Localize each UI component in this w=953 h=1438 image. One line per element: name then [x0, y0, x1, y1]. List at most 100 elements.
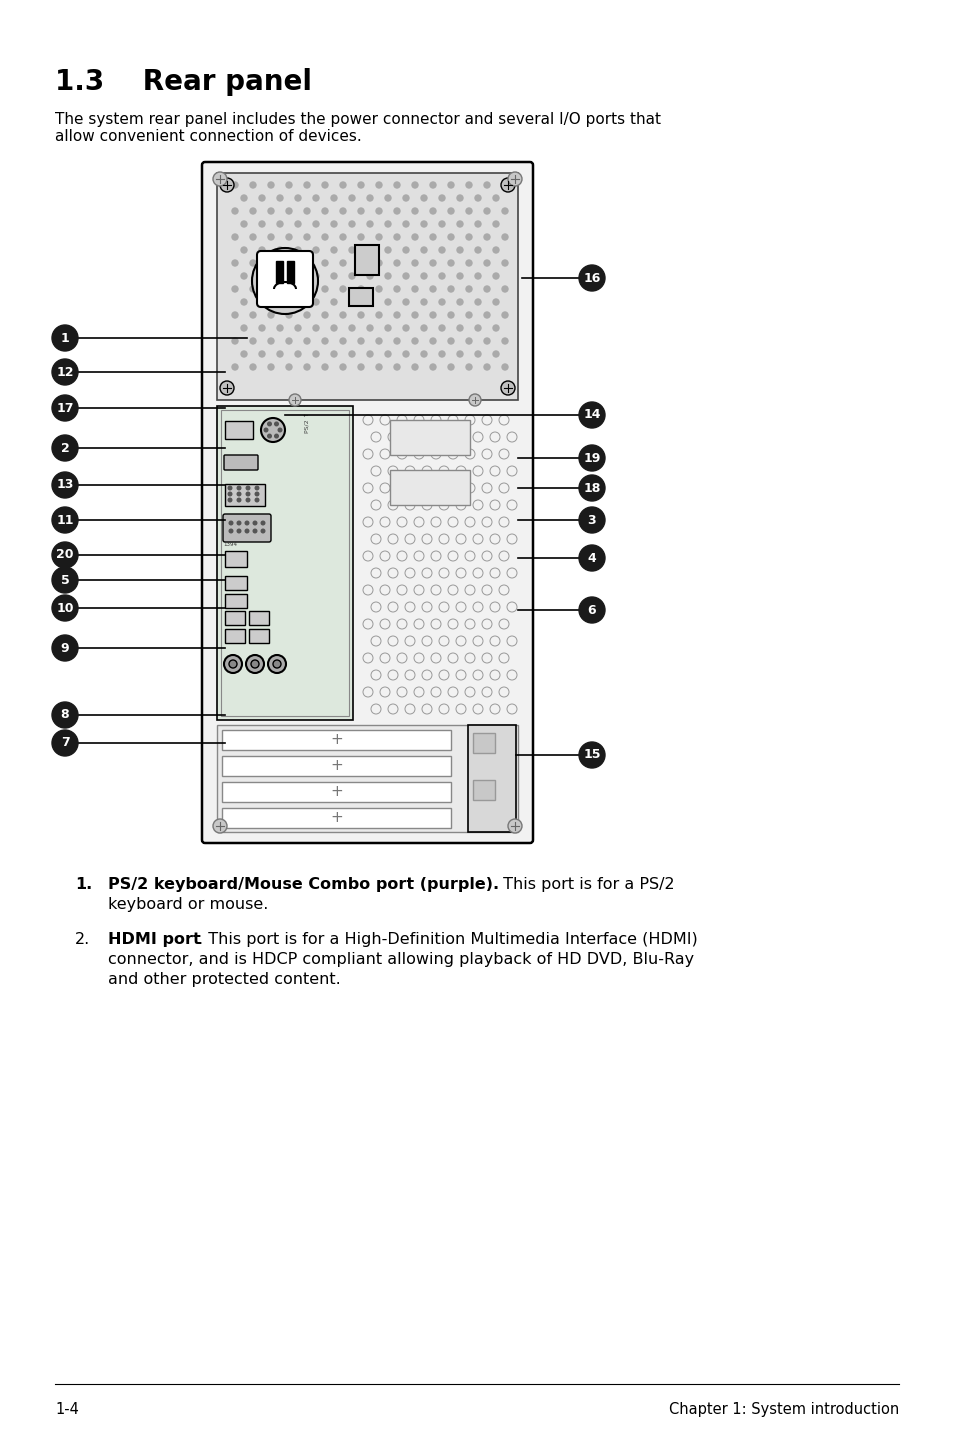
Circle shape	[237, 529, 240, 533]
FancyBboxPatch shape	[202, 162, 533, 843]
Circle shape	[331, 221, 336, 227]
Circle shape	[385, 247, 391, 253]
Circle shape	[357, 234, 364, 240]
Circle shape	[286, 234, 292, 240]
Circle shape	[349, 247, 355, 253]
Circle shape	[367, 351, 373, 357]
Circle shape	[412, 234, 417, 240]
Circle shape	[367, 247, 373, 253]
Circle shape	[483, 364, 490, 370]
Circle shape	[268, 286, 274, 292]
Circle shape	[286, 209, 292, 214]
Circle shape	[268, 260, 274, 266]
Circle shape	[465, 260, 472, 266]
Circle shape	[250, 260, 255, 266]
Circle shape	[501, 364, 507, 370]
Circle shape	[322, 209, 328, 214]
Circle shape	[349, 325, 355, 331]
Circle shape	[375, 234, 381, 240]
Circle shape	[294, 299, 301, 305]
Circle shape	[430, 260, 436, 266]
Text: 5: 5	[61, 574, 70, 587]
Bar	[349, 288, 373, 306]
Circle shape	[367, 299, 373, 305]
Text: . This port is for a High-Definition Multimedia Interface (HDMI): . This port is for a High-Definition Mul…	[198, 932, 697, 948]
Bar	[473, 733, 495, 754]
Circle shape	[339, 338, 346, 344]
Circle shape	[420, 196, 427, 201]
Circle shape	[367, 196, 373, 201]
Circle shape	[268, 423, 271, 426]
Bar	[390, 420, 470, 454]
Circle shape	[456, 325, 462, 331]
Circle shape	[276, 221, 283, 227]
Bar	[222, 756, 451, 777]
Circle shape	[367, 273, 373, 279]
Circle shape	[402, 221, 409, 227]
Circle shape	[52, 395, 78, 421]
Circle shape	[394, 183, 399, 188]
Circle shape	[322, 338, 328, 344]
Circle shape	[493, 299, 498, 305]
Circle shape	[294, 221, 301, 227]
Circle shape	[286, 338, 292, 344]
Circle shape	[264, 429, 268, 431]
Circle shape	[456, 351, 462, 357]
Circle shape	[394, 286, 399, 292]
Circle shape	[228, 492, 232, 496]
Circle shape	[339, 260, 346, 266]
Circle shape	[430, 312, 436, 318]
Circle shape	[294, 325, 301, 331]
Text: +: +	[330, 811, 342, 825]
Circle shape	[294, 196, 301, 201]
Bar	[355, 244, 378, 275]
Circle shape	[438, 299, 444, 305]
Circle shape	[232, 209, 237, 214]
Circle shape	[331, 273, 336, 279]
Circle shape	[456, 196, 462, 201]
Circle shape	[276, 196, 283, 201]
Circle shape	[493, 247, 498, 253]
Circle shape	[420, 273, 427, 279]
Circle shape	[313, 247, 318, 253]
Circle shape	[578, 545, 604, 571]
Circle shape	[448, 364, 454, 370]
Circle shape	[250, 286, 255, 292]
Circle shape	[229, 660, 236, 669]
Bar	[249, 628, 269, 643]
Circle shape	[412, 286, 417, 292]
Text: +: +	[330, 758, 342, 774]
Circle shape	[286, 286, 292, 292]
Text: 11: 11	[56, 513, 73, 526]
Text: 20: 20	[56, 548, 73, 561]
Circle shape	[394, 338, 399, 344]
Circle shape	[232, 260, 237, 266]
Circle shape	[261, 521, 265, 525]
Circle shape	[255, 498, 258, 502]
Text: The system rear panel includes the power connector and several I/O ports that
al: The system rear panel includes the power…	[55, 112, 660, 144]
Circle shape	[322, 260, 328, 266]
Circle shape	[375, 286, 381, 292]
Text: 8: 8	[61, 709, 70, 722]
Circle shape	[469, 394, 480, 406]
Circle shape	[313, 325, 318, 331]
Circle shape	[448, 286, 454, 292]
Circle shape	[268, 364, 274, 370]
Text: +: +	[330, 785, 342, 800]
Circle shape	[430, 338, 436, 344]
Circle shape	[465, 364, 472, 370]
Text: 16: 16	[582, 272, 600, 285]
Circle shape	[304, 183, 310, 188]
Text: HDMI port: HDMI port	[108, 932, 200, 948]
Circle shape	[213, 820, 227, 833]
Bar	[225, 611, 245, 626]
Bar	[225, 421, 253, 439]
Circle shape	[456, 221, 462, 227]
Bar	[275, 262, 283, 283]
Circle shape	[276, 299, 283, 305]
Bar	[225, 485, 265, 506]
Circle shape	[289, 394, 301, 406]
Text: 2: 2	[61, 441, 70, 454]
FancyBboxPatch shape	[223, 513, 271, 542]
Circle shape	[268, 209, 274, 214]
